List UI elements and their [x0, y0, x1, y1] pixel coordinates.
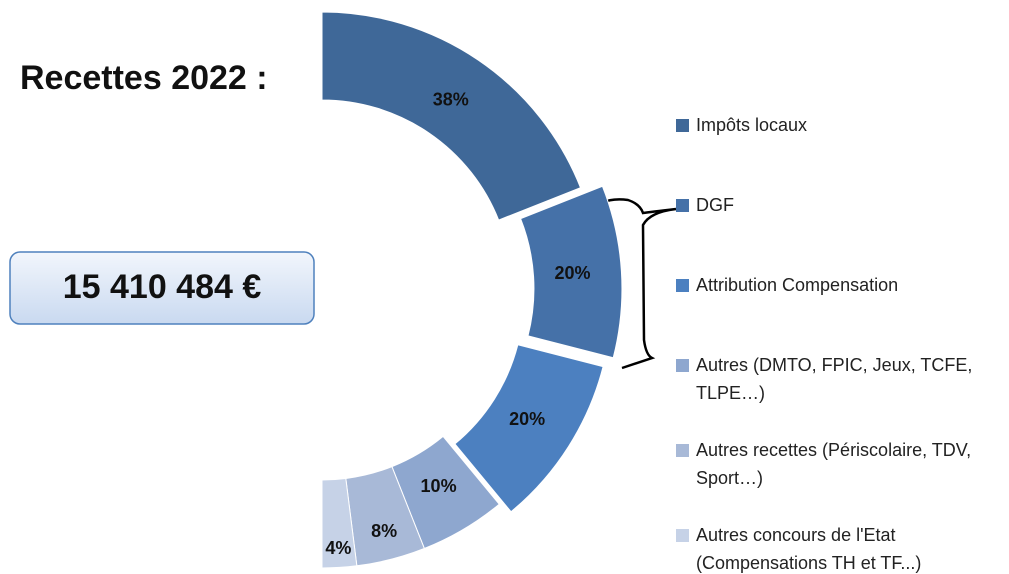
legend-item: Attribution Compensation — [676, 271, 1006, 299]
total-box — [9, 251, 315, 325]
legend-item: Autres concours de l'Etat (Compensations… — [676, 521, 1006, 574]
brace — [601, 198, 677, 370]
legend-label: DGF — [696, 195, 734, 215]
slice — [519, 185, 623, 359]
legend-swatch — [676, 119, 689, 132]
legend-swatch — [676, 279, 689, 292]
legend-swatch — [676, 199, 689, 212]
data-label: 38% — [433, 89, 469, 109]
legend-label: Autres (DMTO, FPIC, Jeux, TCFE, TLPE…) — [696, 355, 973, 403]
data-label: 20% — [509, 409, 545, 429]
legend-swatch — [676, 359, 689, 372]
slices: 38% 20% 20% 10% 8% 4% — [321, 11, 623, 569]
legend-item: DGF — [676, 191, 1006, 219]
data-label: 8% — [371, 521, 397, 541]
slice — [454, 344, 604, 513]
legend-label: Impôts locaux — [696, 115, 808, 135]
legend-label: Attribution Compensation — [696, 275, 899, 295]
legend-swatch — [676, 529, 689, 542]
legend-swatch — [676, 444, 689, 457]
data-label: 4% — [325, 538, 351, 558]
legend-item: Autres (DMTO, FPIC, Jeux, TCFE, TLPE…) — [676, 351, 1006, 407]
slice — [321, 477, 358, 569]
data-label: 20% — [554, 263, 590, 283]
legend-label: Autres recettes (Périscolaire, TDV, Spor… — [696, 440, 972, 488]
legend-label: Autres concours de l'Etat (Compensations… — [696, 525, 922, 573]
legend-item: Impôts locaux — [676, 111, 1006, 139]
total-label: 15 410 484 € — [63, 268, 262, 306]
legend-item: Autres recettes (Périscolaire, TDV, Spor… — [676, 436, 1006, 492]
slice — [321, 11, 582, 221]
chart-title: Recettes 2022 : — [20, 59, 268, 97]
data-label: 10% — [421, 476, 457, 496]
